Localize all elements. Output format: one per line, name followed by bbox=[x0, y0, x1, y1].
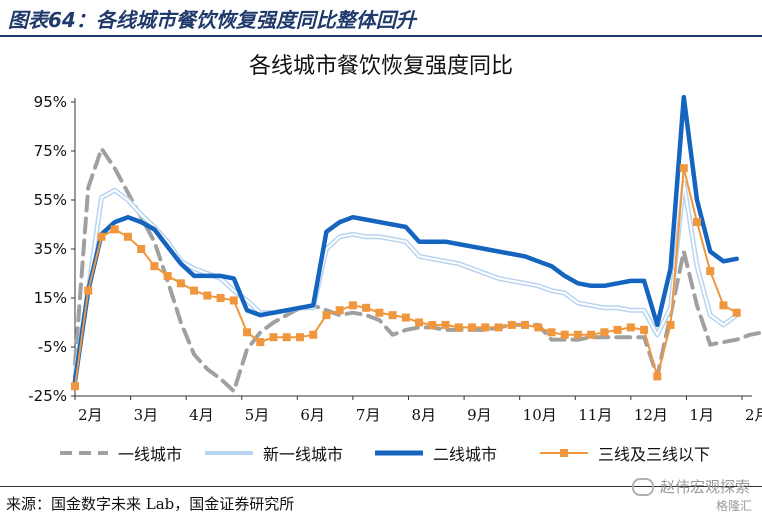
data-point bbox=[269, 333, 278, 342]
figure-header: 图表64：各线城市餐饮恢复强度同比整体回升 bbox=[0, 0, 762, 37]
y-tick-label: -5% bbox=[38, 338, 67, 356]
data-point bbox=[679, 164, 688, 173]
watermark: 赵伟宏观探索 bbox=[631, 476, 750, 497]
data-point bbox=[295, 333, 304, 342]
data-point bbox=[454, 323, 463, 332]
data-point bbox=[203, 291, 212, 300]
legend-label: 新一线城市 bbox=[263, 445, 344, 464]
x-tick-label: 2月 bbox=[745, 406, 762, 424]
data-point bbox=[706, 267, 715, 276]
data-point bbox=[428, 320, 437, 329]
data-point bbox=[163, 271, 172, 280]
legend-label: 一线城市 bbox=[118, 445, 183, 464]
data-point bbox=[507, 320, 516, 329]
header-rule bbox=[0, 35, 762, 37]
x-tick-label: 2月 bbox=[78, 406, 103, 424]
y-tick-label: 15% bbox=[34, 289, 67, 307]
data-point bbox=[309, 330, 318, 339]
y-tick-label: 95% bbox=[34, 93, 67, 111]
x-tick-label: 5月 bbox=[245, 406, 270, 424]
series-line-0 bbox=[73, 146, 762, 394]
data-point bbox=[71, 382, 79, 391]
x-tick-label: 4月 bbox=[189, 406, 214, 424]
data-point bbox=[335, 306, 344, 315]
data-point bbox=[243, 328, 252, 337]
data-point bbox=[613, 325, 622, 334]
legend-swatch bbox=[375, 450, 423, 456]
y-tick-label: 75% bbox=[34, 142, 67, 160]
data-point bbox=[137, 245, 146, 253]
legend-label: 三线及三线以下 bbox=[598, 445, 711, 464]
legend-label: 二线城市 bbox=[433, 445, 498, 464]
x-tick-label: 12月 bbox=[634, 406, 668, 424]
data-point bbox=[362, 303, 371, 312]
data-point bbox=[322, 311, 331, 320]
data-point bbox=[110, 225, 119, 234]
data-point bbox=[190, 286, 199, 295]
data-point bbox=[573, 330, 582, 339]
data-point bbox=[693, 218, 702, 227]
series-line-3 bbox=[74, 167, 738, 388]
chart-title: 各线城市餐饮恢复强度同比 bbox=[248, 54, 513, 79]
legend-swatch bbox=[60, 451, 108, 455]
data-point bbox=[216, 294, 225, 302]
data-point bbox=[229, 296, 238, 305]
data-point bbox=[97, 232, 106, 241]
x-tick-label: 10月 bbox=[523, 406, 557, 424]
data-point bbox=[415, 318, 424, 327]
figure-title: 图表64：各线城市餐饮恢复强度同比整体回升 bbox=[8, 8, 416, 32]
data-point bbox=[348, 301, 357, 310]
series-line-new-tier1-inner bbox=[74, 181, 738, 378]
legend-item: 三线及三线以下 bbox=[538, 440, 710, 466]
y-tick-label: 55% bbox=[34, 191, 67, 209]
data-point bbox=[388, 311, 397, 320]
data-point bbox=[653, 372, 662, 381]
x-tick-label: 11月 bbox=[578, 406, 612, 424]
data-point bbox=[468, 323, 477, 332]
data-point bbox=[441, 320, 450, 329]
data-point bbox=[534, 323, 543, 332]
legend-swatch bbox=[540, 449, 588, 457]
y-tick-label: 35% bbox=[34, 240, 67, 258]
data-point bbox=[256, 338, 265, 347]
data-point bbox=[587, 330, 596, 339]
watermark-sub: 格隆汇 bbox=[715, 499, 752, 513]
x-tick-label: 8月 bbox=[412, 406, 437, 424]
legend-item: 一线城市 bbox=[58, 440, 182, 466]
data-point bbox=[666, 320, 675, 329]
data-point bbox=[123, 232, 132, 241]
data-point bbox=[375, 308, 384, 317]
source-note: 来源：国金数字未来 Lab，国金证券研究所 bbox=[6, 495, 295, 513]
footer-rule bbox=[0, 486, 762, 487]
watermark-text: 赵伟宏观探索 bbox=[659, 478, 750, 496]
data-point bbox=[282, 333, 291, 342]
data-point bbox=[560, 330, 569, 339]
data-point bbox=[401, 313, 410, 322]
data-point bbox=[640, 325, 649, 334]
data-point bbox=[626, 323, 635, 332]
data-point bbox=[520, 320, 529, 329]
chart-legend: 一线城市 新一线城市 二线城市 三线及三线以下 bbox=[58, 440, 758, 466]
y-tick-label: -25% bbox=[28, 387, 67, 405]
x-tick-label: 3月 bbox=[134, 406, 159, 424]
data-point bbox=[547, 328, 556, 337]
wechat-icon bbox=[631, 477, 654, 496]
data-point bbox=[176, 279, 185, 288]
data-point bbox=[494, 323, 503, 332]
x-tick-label: 6月 bbox=[300, 406, 325, 424]
legend-item: 新一线城市 bbox=[203, 440, 343, 466]
data-point bbox=[150, 262, 159, 271]
x-tick-label: 1月 bbox=[689, 406, 714, 424]
legend-item: 二线城市 bbox=[373, 440, 497, 466]
data-point bbox=[600, 328, 609, 337]
x-tick-label: 9月 bbox=[467, 406, 492, 424]
legend-swatch bbox=[205, 451, 253, 455]
data-point bbox=[732, 308, 741, 317]
series-line-2 bbox=[72, 94, 739, 384]
x-tick-label: 7月 bbox=[356, 406, 381, 424]
data-point bbox=[719, 301, 728, 310]
data-point bbox=[481, 323, 490, 332]
data-point bbox=[84, 286, 93, 295]
